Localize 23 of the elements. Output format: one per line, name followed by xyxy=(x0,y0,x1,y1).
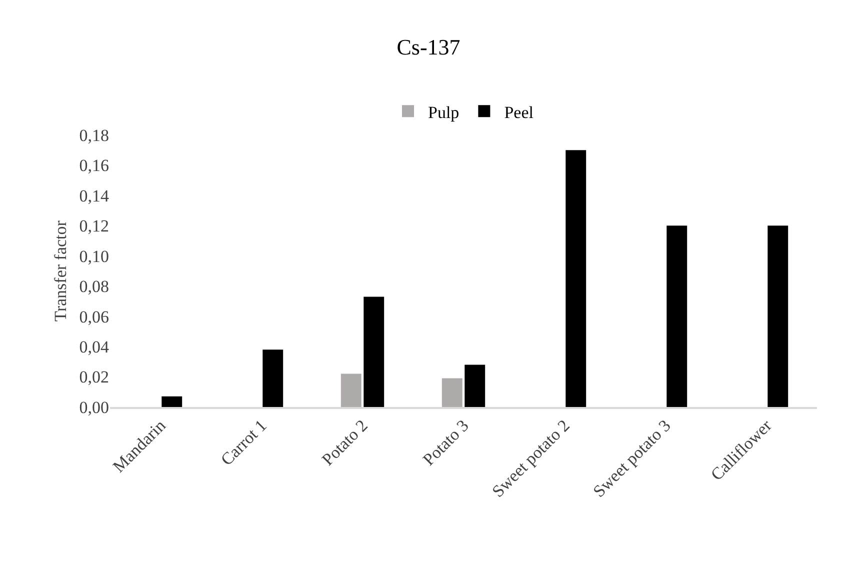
legend-label: Pulp xyxy=(428,102,460,122)
chart-title: Cs-137 xyxy=(396,34,460,60)
y-tick-label: 0,06 xyxy=(79,307,109,326)
bar xyxy=(162,396,182,407)
y-axis-title: Transfer factor xyxy=(50,220,70,322)
bar xyxy=(442,378,462,407)
bar xyxy=(364,296,384,407)
bar xyxy=(566,150,586,407)
y-tick-label: 0,04 xyxy=(79,338,110,357)
y-tick-label: 0,02 xyxy=(79,368,109,387)
y-tick-label: 0,14 xyxy=(79,186,110,206)
legend-label: Peel xyxy=(504,102,534,122)
y-tick-label: 0,00 xyxy=(79,398,109,417)
y-tick-label: 0,08 xyxy=(79,277,109,296)
y-tick-label: 0,12 xyxy=(79,216,109,236)
y-tick-label: 0,10 xyxy=(79,246,109,266)
y-tick-label: 0,16 xyxy=(79,156,109,176)
bar xyxy=(340,374,362,407)
bar xyxy=(666,226,688,407)
bar xyxy=(464,364,486,407)
bar xyxy=(262,350,284,407)
y-tick-label: 0,18 xyxy=(79,126,109,145)
bar xyxy=(768,226,788,407)
